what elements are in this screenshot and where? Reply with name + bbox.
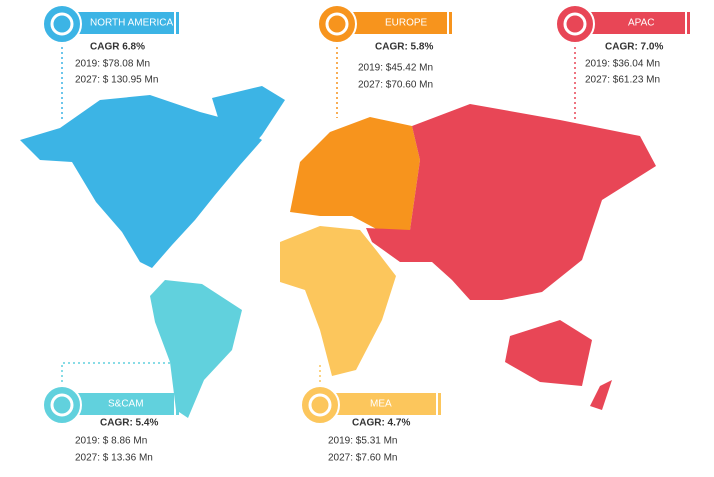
banner-stripe [438,393,441,415]
south-america [150,280,242,418]
europe [290,117,420,232]
banner [320,393,436,415]
region-mea: MEA CAGR: 4.7% 2019: $5.31 Mn 2027: $7.6… [300,385,441,464]
region-name: S&CAM [108,399,144,410]
icon [42,385,82,425]
value-2019: 2019: $ 8.86 Mn [75,436,147,447]
greenland [212,86,285,160]
value-2019: 2019: $5.31 Mn [328,436,398,447]
cagr: CAGR 6.8% [90,42,145,53]
banner [62,12,174,34]
banner-stripe [176,393,179,415]
world-map [20,86,656,418]
region-name: EUROPE [385,18,428,29]
value-2019: 2019: $45.42 Mn [358,63,433,74]
value-2027: 2027: $ 13.36 Mn [75,453,153,464]
icon-ring [50,393,74,417]
value-2019: 2019: $36.04 Mn [585,59,660,70]
value-2027: 2027: $ 130.95 Mn [75,75,158,86]
value-2027: 2027: $61.23 Mn [585,75,660,86]
icon [42,4,82,44]
region-north-america: NORTH AMERICA CAGR 6.8% 2019: $78.08 Mn … [42,4,179,86]
icon-ring [325,12,349,36]
banner-stripe [449,12,452,34]
cagr: CAGR: 5.4% [100,418,158,429]
region-name: NORTH AMERICA [90,18,173,29]
australia [505,320,592,386]
cagr: CAGR: 4.7% [352,418,410,429]
north-america [20,95,262,268]
cagr: CAGR: 5.8% [375,42,433,53]
region-europe: EUROPE CAGR: 5.8% 2019: $45.42 Mn 2027: … [317,4,452,91]
region-apac: APAC CAGR: 7.0% 2019: $36.04 Mn 2027: $6… [555,4,690,86]
region-name: MEA [370,399,392,410]
icon-ring [308,393,332,417]
value-2027: 2027: $7.60 Mn [328,453,398,464]
asia [366,104,656,300]
value-2019: 2019: $78.08 Mn [75,59,150,70]
banner [337,12,447,34]
region-name: APAC [628,18,655,29]
icon [300,385,340,425]
icon [555,4,595,44]
icon [317,4,357,44]
value-2027: 2027: $70.60 Mn [358,80,433,91]
icon-ring [563,12,587,36]
icon-ring [50,12,74,36]
region-scam: S&CAM CAGR: 5.4% 2019: $ 8.86 Mn 2027: $… [42,385,179,464]
africa [280,226,396,376]
new-zealand [590,380,612,410]
banner-stripe [687,12,690,34]
banner-stripe [176,12,179,34]
connector [61,362,182,387]
banner [575,12,685,34]
banner [62,393,174,415]
cagr: CAGR: 7.0% [605,42,663,53]
